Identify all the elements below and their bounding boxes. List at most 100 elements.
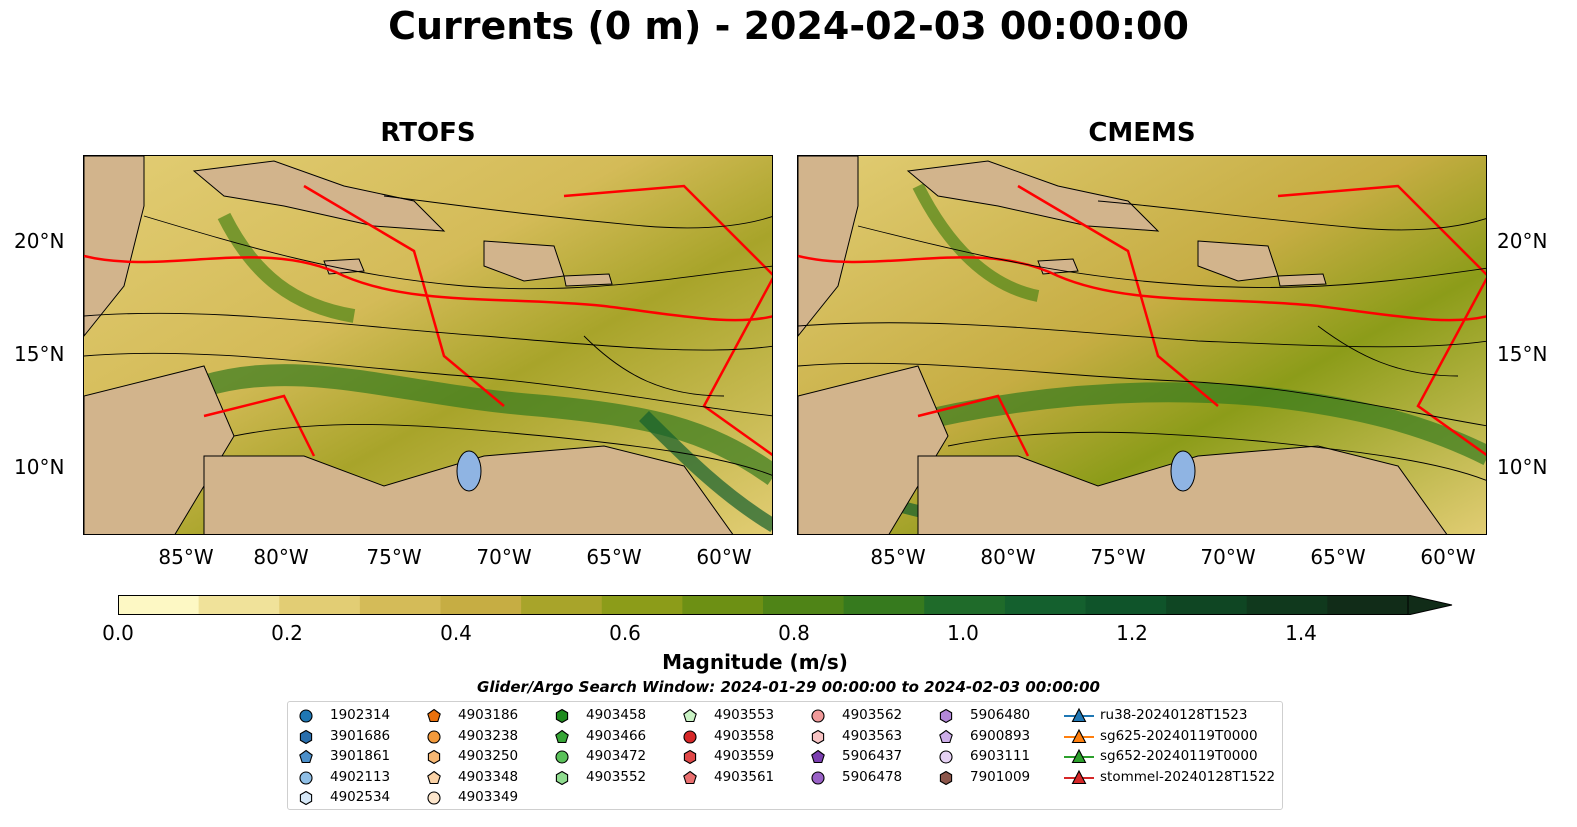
hexagon-marker-icon [555,708,569,724]
legend-label: 4903561 [714,768,775,785]
map-panel-cmems[interactable] [797,155,1487,535]
legend-label: 4903348 [458,768,519,785]
colorbar-segment [440,595,522,615]
colorbar-segment [279,595,361,615]
legend-label: 4903553 [714,707,775,723]
lat-label-left: 15°N [14,342,65,366]
lon-label: 65°W [586,545,642,569]
colorbar-tick: 0.8 [778,621,810,645]
current-jet [200,364,772,485]
triangle-marker-icon [1064,748,1094,764]
pentagon-marker-icon [811,749,825,764]
legend-label: 5906437 [842,748,903,764]
lat-label-right: 20°N [1497,229,1548,253]
page-title: Currents (0 m) - 2024-02-03 00:00:00 [388,4,1189,48]
pentagon-marker-icon [427,708,441,723]
streamlines [798,200,1486,481]
colorbar-segment [1085,595,1167,615]
eez-boundary [203,394,316,457]
land-puerto-rico [1277,273,1327,287]
hexagon-marker-icon [683,749,697,765]
legend-label: 4903563 [842,727,903,744]
map-rtofs-svg [84,156,772,534]
colorbar-tick: 0.6 [609,621,641,645]
legend-label: 1902314 [330,707,391,723]
circle-marker-icon [811,709,825,723]
lat-label-right: 15°N [1497,342,1548,366]
lat-label-right: 10°N [1497,455,1548,479]
colorbar-segment [118,595,200,615]
legend-label: 4903552 [586,768,647,785]
triangle-marker-icon [1064,707,1094,723]
hexagon-marker-icon [811,729,825,744]
land-hispaniola [483,240,565,282]
legend-label: 4903466 [586,727,647,744]
land-puerto-rico [563,273,613,287]
pentagon-marker-icon [683,708,697,723]
circle-marker-icon [299,709,313,723]
colorbar-segment [763,595,845,615]
circle-marker-icon [683,729,697,744]
legend-label: 4903472 [586,748,647,764]
lon-label: 75°W [1090,545,1146,569]
legend-label: stommel-20240128T1522 [1100,768,1276,785]
colorbar-tick: 0.0 [102,621,134,645]
lon-label: 60°W [696,545,752,569]
colorbar-segment [359,595,441,615]
eez-boundary [84,254,772,322]
colorbar [118,595,1453,615]
circle-marker-icon [427,729,441,744]
current-jet [639,411,772,533]
circle-marker-icon [299,770,313,785]
map-panel-rtofs[interactable] [83,155,773,535]
lon-label: 85°W [870,545,926,569]
circle-marker-icon [555,750,569,764]
hexagon-marker-icon [939,770,953,785]
current-jet [217,212,356,323]
legend-label: 6903111 [970,748,1031,764]
search-window-caption: Glider/Argo Search Window: 2024-01-29 00… [477,678,1100,696]
colorbar-tick: 0.2 [271,621,303,645]
pentagon-marker-icon [683,770,697,784]
hexagon-marker-icon [427,749,441,765]
legend-label: 6900893 [970,727,1031,744]
hexagon-marker-icon [299,729,313,744]
map-cmems-svg [798,156,1486,534]
land-hispaniola [1197,240,1279,282]
streamlines [84,195,772,476]
colorbar-segment [1327,595,1409,615]
colorbar-extend-arrow [1407,595,1453,615]
colorbar-tick: 1.4 [1285,621,1317,645]
lon-label: 70°W [1200,545,1256,569]
legend-label: 5906478 [842,768,903,785]
triangle-marker-icon [1064,769,1094,784]
lon-label: 85°W [158,545,214,569]
legend-label: 4903349 [458,789,519,805]
eez-boundary [563,184,772,457]
eez-boundary [1017,184,1219,407]
legend-label: sg625-20240119T0000 [1100,727,1258,744]
hexagon-marker-icon [555,770,569,785]
lon-label: 80°W [253,545,309,569]
lon-label: 65°W [1310,545,1366,569]
legend-label: 4903250 [458,748,519,764]
pentagon-marker-icon [427,770,441,784]
colorbar-segment [924,595,1006,615]
lat-label-left: 20°N [14,229,65,253]
circle-marker-icon [939,750,953,764]
land-central-america [798,156,859,337]
hexagon-marker-icon [299,790,313,806]
eez-boundary [303,184,505,407]
colorbar-segment [198,595,280,615]
legend-label: 3901686 [330,727,391,744]
legend-label: 5906480 [970,707,1031,723]
lon-label: 75°W [366,545,422,569]
legend-label: 4903562 [842,707,903,723]
colorbar-segment [1004,595,1086,615]
triangle-marker-icon [1064,728,1094,743]
eez-boundary [798,254,1486,322]
colorbar-segment [843,595,925,615]
colorbar-tick: 0.4 [440,621,472,645]
lon-label: 60°W [1420,545,1476,569]
colorbar-label: Magnitude (m/s) [662,650,848,674]
